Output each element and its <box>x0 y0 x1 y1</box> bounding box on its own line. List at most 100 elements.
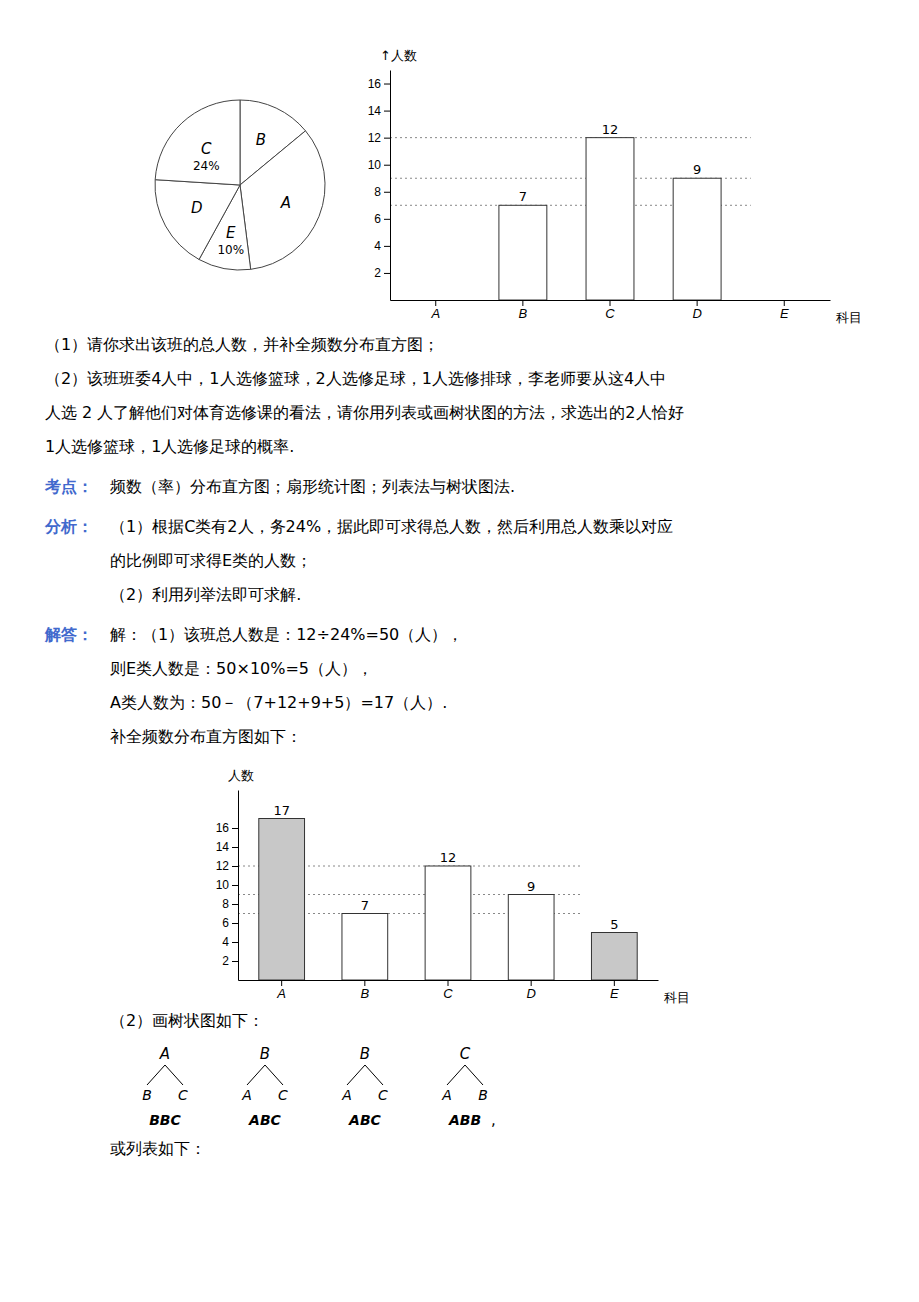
data-label: 9 <box>693 162 701 177</box>
y-tick: 12 <box>368 131 390 145</box>
tick-mark <box>364 980 365 986</box>
plot-area <box>238 819 637 981</box>
y-tick: 2 <box>222 954 238 968</box>
x-axis: ABCDE <box>391 300 831 321</box>
pie-slice <box>155 100 240 185</box>
tree-root: C <box>460 1045 471 1063</box>
tree-combo: ABC <box>248 1112 282 1128</box>
pie-label: B <box>256 131 266 149</box>
text-line: （2）该班班委4人中，1人选修篮球，2人选修足球，1人选修排球，李老师要从这4人… <box>45 369 666 388</box>
bar <box>591 933 637 981</box>
tree-combo: ABB <box>448 1112 481 1128</box>
tick-mark <box>784 300 785 306</box>
text-line: 人选 2 人了解他们对体育选修课的看法，请你用列表或画树状图的方法，求选出的2人… <box>45 403 684 422</box>
text-line: （1）请你求出该班的总人数，并补全频数分布直方图； <box>45 335 439 354</box>
tree-branch <box>365 1065 383 1085</box>
tick-mark <box>232 866 238 867</box>
tick-label: 6 <box>374 212 381 226</box>
section-label: 解答： <box>44 625 93 644</box>
tick-mark <box>232 904 238 905</box>
y-tick: 14 <box>216 840 238 854</box>
tick-label: 10 <box>216 878 230 892</box>
bar <box>673 178 721 300</box>
tick-label: E <box>610 986 619 1001</box>
bar <box>412 300 460 301</box>
tree-leaf: A <box>441 1087 452 1103</box>
tick-label: 16 <box>216 821 230 835</box>
tick-label: 6 <box>222 916 229 930</box>
x-axis: A B C D E <box>239 980 659 1001</box>
tick-mark <box>232 923 238 924</box>
tree-root: B <box>260 1045 270 1063</box>
bar <box>425 866 471 980</box>
y-tick: 10 <box>368 158 390 172</box>
y-axis: 246810121416 <box>368 71 391 301</box>
tick-mark <box>232 828 238 829</box>
pie-label: E <box>226 224 236 242</box>
plot-area <box>390 138 751 300</box>
tree-branch <box>247 1065 265 1085</box>
tick-mark <box>697 300 698 306</box>
y-tick: 16 <box>216 821 238 835</box>
tick-mark <box>384 273 390 274</box>
text-line: 补全频数分布直方图如下： <box>110 727 302 746</box>
tick-mark <box>448 980 449 986</box>
tree-branch <box>447 1065 465 1085</box>
tick-mark <box>614 980 615 986</box>
text-line: 1人选修篮球，1人选修足球的概率. <box>45 437 294 456</box>
text-line: （2）画树状图如下： <box>110 1011 264 1030</box>
data-label: 12 <box>440 850 457 865</box>
tick-mark <box>384 219 390 220</box>
tick-label: E <box>780 306 789 321</box>
tick-mark <box>522 300 523 306</box>
bar <box>586 138 634 300</box>
x-tick: B <box>360 980 369 1001</box>
text-line: （2）利用列举法即可求解. <box>110 585 301 604</box>
tick-label: 10 <box>368 158 382 172</box>
tree-separator: , <box>491 1111 496 1129</box>
y-tick: 2 <box>374 266 390 280</box>
bar <box>342 914 388 981</box>
axis-line <box>238 791 239 981</box>
data-label: 9 <box>527 879 535 894</box>
tick-mark <box>281 980 282 986</box>
tick-label: 8 <box>374 185 381 199</box>
tick-label: D <box>526 986 535 1001</box>
tick-label: 4 <box>374 239 381 253</box>
tree-branch <box>165 1065 183 1085</box>
tree-root: B <box>360 1045 370 1063</box>
tick-mark <box>384 192 390 193</box>
y-tick: 10 <box>216 878 238 892</box>
x-axis-title: 科目 <box>664 990 690 1005</box>
text-line: 的比例即可求得E类的人数； <box>110 551 312 570</box>
pie-slices <box>155 100 325 270</box>
tree-leaf: C <box>278 1087 288 1103</box>
section-label: 考点： <box>44 477 93 496</box>
x-tick: A <box>276 980 286 1001</box>
y-tick: 8 <box>222 897 238 911</box>
y-tick: 16 <box>368 77 390 91</box>
text-line: 频数（率）分布直方图；扇形统计图；列表法与树状图法. <box>110 477 515 496</box>
tree-leaf: A <box>341 1087 352 1103</box>
tree-leaf: B <box>142 1087 152 1103</box>
bar <box>760 300 808 301</box>
bar-chart: 7129246810121416ABCDE↑人数科目 <box>368 48 862 325</box>
pie-slice <box>240 131 325 270</box>
tree-root: A <box>159 1045 170 1063</box>
tick-label: 16 <box>368 77 382 91</box>
tree-diagram: ABCBBCBACABCBACABCCABABB, <box>142 1045 496 1129</box>
y-tick: 4 <box>374 239 390 253</box>
x-tick: B <box>519 300 528 321</box>
text-line: （1）根据C类有2人，务24%，据此即可求得总人数，然后利用总人数乘以对应 <box>110 517 673 536</box>
tree-branch <box>265 1065 283 1085</box>
y-tick: 6 <box>374 212 390 226</box>
pie-value-label: 10% <box>217 243 244 257</box>
tick-mark <box>610 300 611 306</box>
bar <box>508 895 554 981</box>
y-tick: 6 <box>222 916 238 930</box>
x-tick: A <box>430 300 440 321</box>
y-tick: 12 <box>216 859 238 873</box>
tick-label: C <box>443 986 453 1001</box>
bar-chart: 1771295246810121416ABCDE人数科目 <box>216 768 690 1005</box>
data-label: 12 <box>602 122 619 137</box>
